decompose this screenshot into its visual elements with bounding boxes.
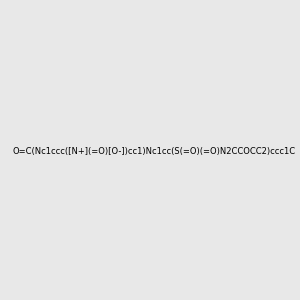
Text: O=C(Nc1ccc([N+](=O)[O-])cc1)Nc1cc(S(=O)(=O)N2CCOCC2)ccc1C: O=C(Nc1ccc([N+](=O)[O-])cc1)Nc1cc(S(=O)(… [12,147,295,156]
